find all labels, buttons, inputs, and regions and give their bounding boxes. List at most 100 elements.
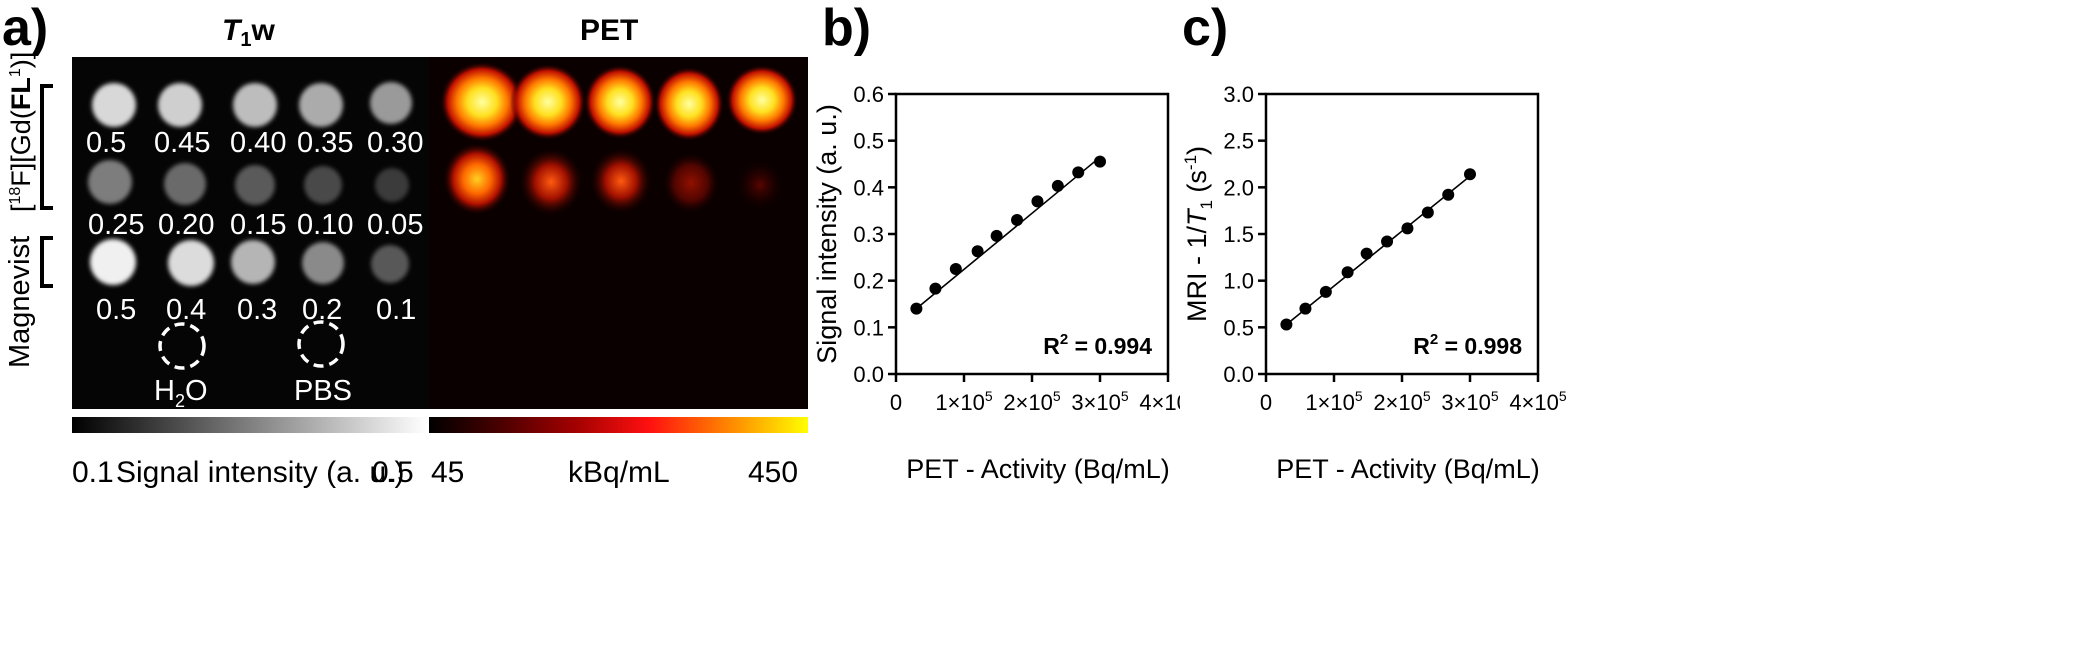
x-tick-label: 1×105 bbox=[1305, 388, 1363, 415]
gd-fl-label: [18F][Gd(FL1)] bbox=[6, 51, 36, 212]
pet-spot-r1-3 bbox=[584, 65, 656, 139]
gray-colorbar-min: 0.1 bbox=[72, 456, 114, 489]
x-tick-label: 2×105 bbox=[1003, 388, 1061, 415]
y-tick-label: 2.5 bbox=[1223, 129, 1254, 154]
magnevist-bracket bbox=[40, 236, 53, 288]
data-point bbox=[1031, 195, 1044, 208]
h2o-label: H2O bbox=[154, 375, 208, 411]
t1w-vial-r3-3 bbox=[231, 240, 275, 284]
row3-label-4: 0.2 bbox=[302, 294, 343, 326]
data-point bbox=[1442, 188, 1455, 201]
data-point bbox=[929, 282, 942, 295]
t1w-title-w: w bbox=[251, 14, 275, 47]
y-tick-label: 1.5 bbox=[1223, 222, 1254, 247]
pet-spot-r2-5 bbox=[736, 160, 784, 210]
heat-colorbar-unit: kBq/mL bbox=[568, 456, 670, 489]
x-axis-label: PET - Activity (Bq/mL) bbox=[906, 454, 1170, 484]
pet-spot-r2-3 bbox=[590, 148, 652, 214]
heat-colorbar bbox=[429, 417, 808, 433]
pbs-label: PBS bbox=[294, 375, 353, 407]
t1w-vial-r1-3 bbox=[233, 83, 277, 127]
x-tick-label: 3×105 bbox=[1441, 388, 1499, 415]
data-point bbox=[1051, 179, 1064, 192]
row2-label-3: 0.15 bbox=[230, 209, 287, 241]
x-tick-label: 2×105 bbox=[1373, 388, 1431, 415]
y-tick-label: 0.0 bbox=[853, 362, 884, 387]
r-squared-annotation: R2 = 0.998 bbox=[1413, 331, 1522, 359]
t1w-vial-r3-5 bbox=[371, 245, 409, 283]
t1w-vial-r1-5 bbox=[370, 82, 412, 124]
y-tick-label: 3.0 bbox=[1223, 82, 1254, 107]
t1w-vial-r1-1 bbox=[92, 83, 136, 127]
t1w-vial-r3-2 bbox=[168, 240, 214, 286]
row1-label-3: 0.40 bbox=[230, 127, 287, 159]
row2-label-5: 0.05 bbox=[367, 209, 424, 241]
plot-frame bbox=[1264, 92, 1540, 376]
row3-label-1: 0.5 bbox=[96, 294, 137, 326]
t1w-vial-r1-4 bbox=[299, 83, 343, 127]
x-tick-label: 4×105 bbox=[1139, 388, 1180, 415]
t1w-vial-r3-1 bbox=[90, 239, 136, 285]
y-tick-label: 0.3 bbox=[853, 222, 884, 247]
t1w-vial-r2-4 bbox=[304, 166, 342, 204]
data-point bbox=[1072, 166, 1085, 179]
y-tick-label: 0.5 bbox=[853, 129, 884, 154]
y-tick-label: 0.5 bbox=[1223, 315, 1254, 340]
data-point bbox=[1341, 266, 1354, 279]
x-tick-label: 0 bbox=[1260, 390, 1272, 415]
chart-b: 0.0 0.1 0.2 0.3 0.4 0.5 0.6 0 1×105 2×105 3×105 4×1… bbox=[812, 82, 1180, 484]
data-point bbox=[949, 263, 962, 275]
row3-label-5: 0.1 bbox=[376, 294, 417, 326]
data-point bbox=[1421, 206, 1434, 219]
concentration-labels: 0.5 0.45 0.40 0.35 0.30 0.25 0.20 0.15 0… bbox=[72, 57, 432, 411]
gray-colorbar bbox=[72, 417, 427, 433]
fit-line bbox=[915, 155, 1102, 310]
pet-spot-r1-5 bbox=[726, 65, 798, 135]
data-point bbox=[1299, 302, 1312, 315]
data-point bbox=[1280, 318, 1293, 331]
y-tick-label: 0.4 bbox=[853, 175, 884, 200]
t1w-vial-r2-2 bbox=[164, 163, 206, 205]
pet-spot-r2-1 bbox=[443, 143, 511, 215]
data-point bbox=[971, 245, 984, 258]
data-point bbox=[1319, 285, 1332, 298]
y-tick-label: 0.1 bbox=[853, 315, 884, 340]
data-point bbox=[1381, 235, 1394, 248]
t1w-title-sub: 1 bbox=[240, 29, 252, 51]
y-tick-label: 0.2 bbox=[853, 269, 884, 294]
gray-colorbar-title: Signal intensity (a. u.) bbox=[116, 456, 405, 489]
data-point bbox=[990, 229, 1003, 242]
pet-spot-r1-2 bbox=[510, 64, 586, 140]
plot-frame bbox=[894, 92, 1170, 376]
magnevist-label: Magnevist bbox=[4, 235, 36, 368]
pbs-control-circle bbox=[297, 320, 345, 368]
x-tick-label: 4×105 bbox=[1509, 388, 1567, 415]
y-tick-label: 0.0 bbox=[1223, 362, 1254, 387]
panel-label-b: b) bbox=[822, 0, 872, 57]
x-axis-label: PET - Activity (Bq/mL) bbox=[1276, 454, 1540, 484]
data-point bbox=[1464, 168, 1476, 181]
y-axis-label: Signal intensity (a. u.) bbox=[812, 104, 842, 364]
heat-colorbar-min: 45 bbox=[431, 456, 465, 489]
data-point bbox=[1360, 247, 1373, 260]
heat-colorbar-max: 450 bbox=[748, 456, 799, 489]
chart-c: 0.0 0.5 1.0 1.5 2.0 2.5 3.0 0 1×105 2×105 3×105 4×1… bbox=[1181, 82, 1567, 484]
row1-label-2: 0.45 bbox=[154, 127, 211, 159]
data-point bbox=[910, 302, 923, 315]
data-point bbox=[1401, 222, 1414, 235]
t1w-vial-r2-3 bbox=[235, 165, 275, 205]
t1w-vial-r2-5 bbox=[375, 168, 409, 202]
panel-label-c: c) bbox=[1182, 0, 1229, 57]
data-point bbox=[1011, 214, 1024, 226]
t1w-title-t: T bbox=[222, 14, 241, 47]
pet-spot-r2-4 bbox=[663, 153, 719, 213]
x-tick-label: 0 bbox=[890, 390, 902, 415]
pet-spot-r2-2 bbox=[519, 148, 583, 216]
pet-title: PET bbox=[580, 14, 639, 47]
row3-label-2: 0.4 bbox=[166, 294, 207, 326]
gray-colorbar-max: 0.5 bbox=[372, 456, 414, 489]
row1-label-1: 0.5 bbox=[86, 127, 127, 159]
row2-label-1: 0.25 bbox=[88, 209, 145, 241]
t1w-title: T1w bbox=[222, 14, 275, 51]
t1w-vial-r2-1 bbox=[88, 160, 132, 204]
